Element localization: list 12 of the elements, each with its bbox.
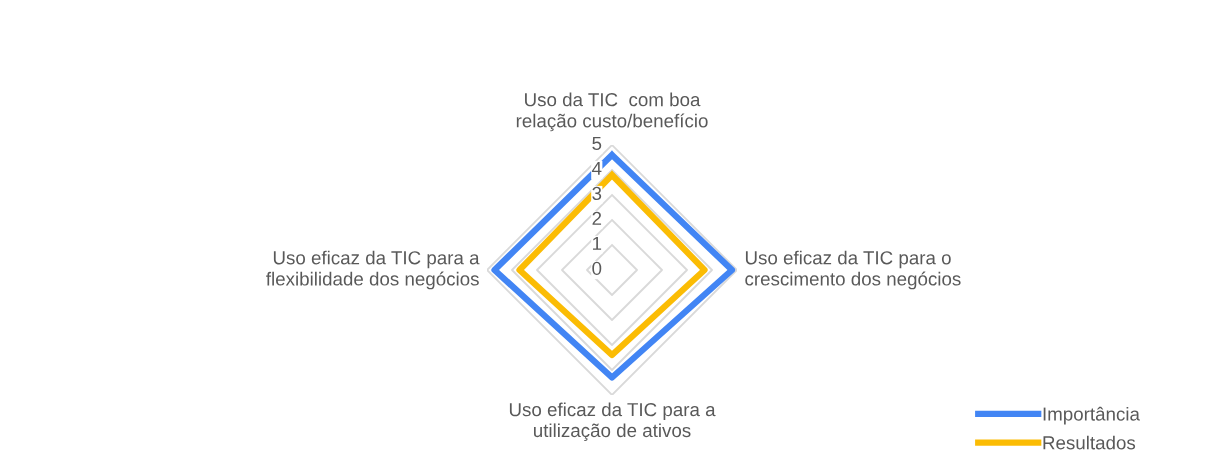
y-tick-label: 0 <box>592 261 602 276</box>
spoke-label: Uso eficaz da TIC para a flexibilidade dos negócios <box>266 250 480 290</box>
y-tick-label: 1 <box>593 236 602 250</box>
spoke-label: Uso da TIC com boa relação custo/benefício <box>516 92 708 132</box>
spoke-label: Uso eficaz da TIC para o crescimento dos negócios <box>745 250 961 290</box>
y-tick-label: 3 <box>592 186 602 201</box>
y-tick-label: 4 <box>592 161 602 175</box>
y-tick-label: 2 <box>592 211 602 225</box>
spoke-label: Uso eficaz da TIC para a utilização de ativos <box>509 402 716 441</box>
y-tick-label: 5 <box>592 136 602 151</box>
legend-label: Importância <box>1043 406 1140 425</box>
legend-label: Resultados <box>1043 435 1136 450</box>
